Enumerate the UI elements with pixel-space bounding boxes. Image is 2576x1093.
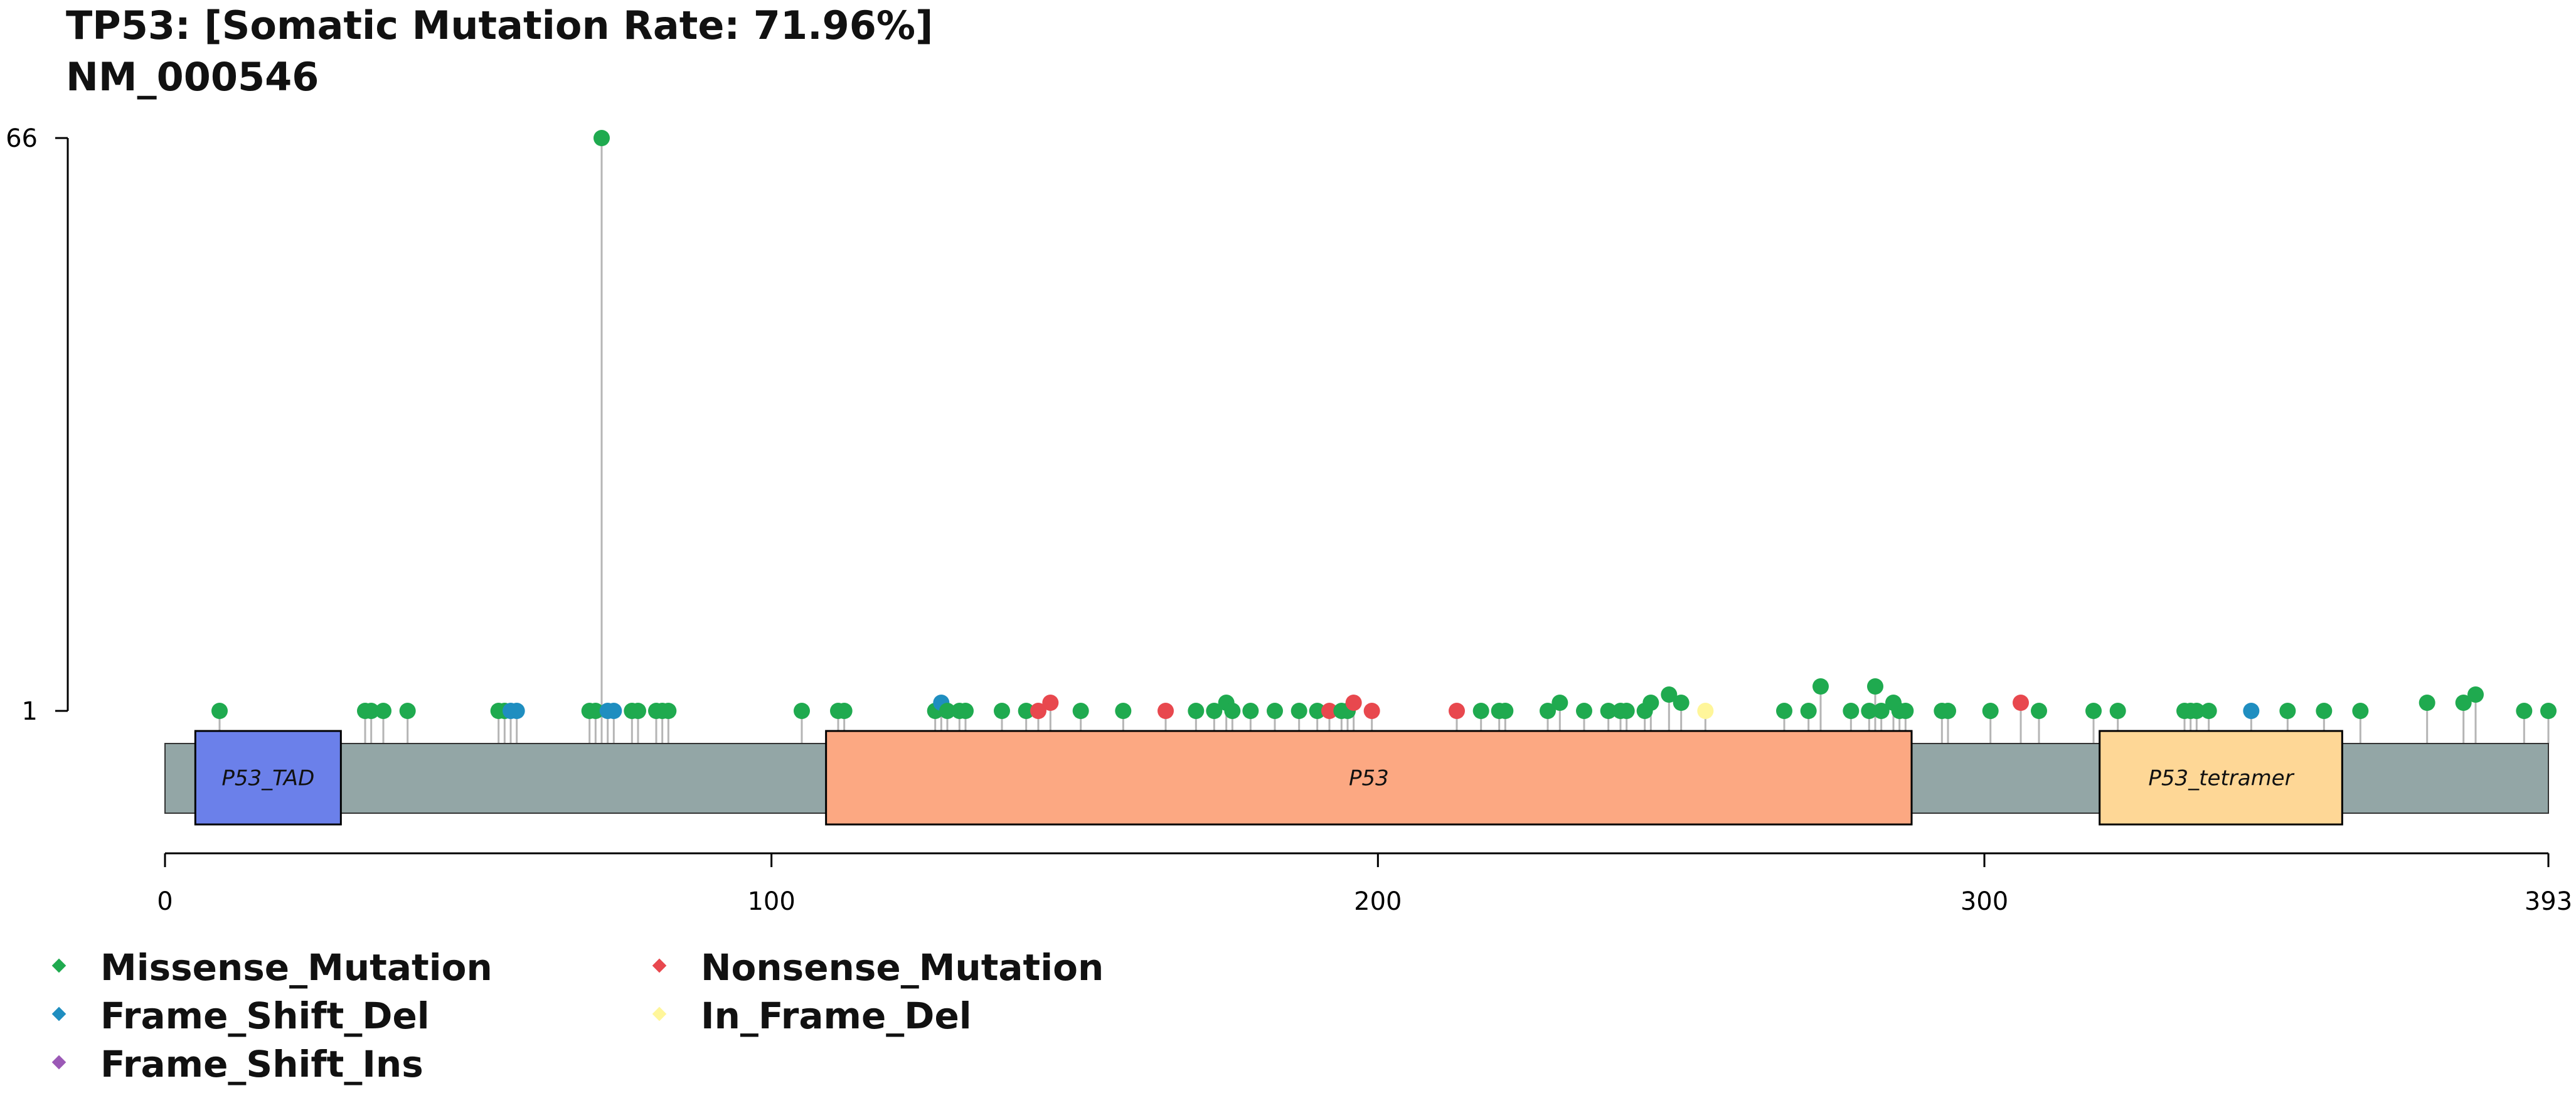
- mutation-point: [1291, 703, 1307, 719]
- domain-box: [2099, 730, 2343, 826]
- mutation-point: [1861, 703, 1878, 719]
- domain-box: [825, 730, 1913, 826]
- mutation-point: [1242, 703, 1259, 719]
- mutation-point: [1576, 703, 1592, 719]
- mutation-point: [1800, 703, 1817, 719]
- mutation-point: [605, 703, 622, 719]
- mutation-point: [2085, 703, 2102, 719]
- mutation-point: [593, 130, 610, 146]
- y-tick-label: 1: [22, 697, 38, 726]
- mutation-point: [630, 703, 646, 719]
- mutation-point: [2467, 686, 2484, 703]
- mutation-points: [211, 130, 2557, 719]
- mutation-point: [375, 703, 391, 719]
- mutation-point: [2031, 703, 2047, 719]
- mutation-point: [1540, 703, 1556, 719]
- mutation-point: [399, 703, 416, 719]
- mutation-point: [660, 703, 677, 719]
- mutation-point: [587, 703, 604, 719]
- mutation-point: [1776, 703, 1792, 719]
- legend-item: Frame_Shift_Del: [51, 998, 430, 1034]
- x-axis: 0 100 200 300 393: [157, 852, 2572, 916]
- mutation-stems: [218, 138, 2550, 744]
- mutation-point: [1642, 695, 1659, 711]
- mutation-point: [1673, 695, 1690, 711]
- mutation-point: [1843, 703, 1860, 719]
- legend-item: Missense_Mutation: [51, 946, 492, 989]
- domain-label: P53_TAD: [221, 766, 314, 791]
- x-tick-label: 100: [747, 887, 795, 916]
- mutation-point: [2243, 703, 2260, 719]
- legend-item: In_Frame_Del: [652, 998, 972, 1034]
- y-axis: 1 66: [6, 124, 69, 726]
- mutation-point: [1618, 703, 1635, 719]
- mutation-point: [1206, 703, 1223, 719]
- mutation-point: [1867, 678, 1883, 695]
- mutation-point: [2316, 703, 2333, 719]
- mutation-point: [2352, 703, 2369, 719]
- domain-label: P53_tetramer: [2148, 766, 2294, 791]
- legend-label: Nonsense_Mutation: [701, 946, 1104, 989]
- mutation-point: [939, 703, 955, 719]
- mutation-point: [2200, 703, 2217, 719]
- mutation-point: [1812, 678, 1829, 695]
- mutation-point: [794, 703, 810, 719]
- mutation-point: [1982, 703, 1999, 719]
- mutation-point: [1345, 695, 1362, 711]
- legend-label: Frame_Shift_Del: [100, 994, 430, 1037]
- mutation-point: [1309, 703, 1326, 719]
- mutation-point: [1873, 703, 1890, 719]
- y-tick-label: 66: [6, 124, 38, 153]
- mutation-point: [1115, 703, 1132, 719]
- mutation-point: [2516, 703, 2533, 719]
- mutation-point: [994, 703, 1010, 719]
- mutation-point: [1158, 703, 1174, 719]
- mutation-point: [1030, 703, 1046, 719]
- mutation-point: [2013, 695, 2029, 711]
- domain-label: P53: [1349, 766, 1389, 791]
- legend-item: Frame_Shift_Ins: [51, 1043, 423, 1085]
- mutation-point: [1897, 703, 1914, 719]
- legend-item: Nonsense_Mutation: [652, 946, 1104, 989]
- mutation-point: [1188, 703, 1205, 719]
- legend-label: Missense_Mutation: [100, 946, 492, 989]
- legend-label: In_Frame_Del: [701, 994, 972, 1037]
- mutation-point: [2540, 703, 2557, 719]
- domain-box: [194, 730, 342, 826]
- mutation-point: [1267, 703, 1283, 719]
- legend-label: Frame_Shift_Ins: [100, 1043, 423, 1085]
- mutation-point: [1940, 703, 1956, 719]
- mutation-point: [1661, 686, 1678, 703]
- mutation-point: [1551, 695, 1568, 711]
- mutation-point: [1072, 703, 1089, 719]
- mutation-point: [508, 703, 525, 719]
- mutation-point: [1472, 703, 1489, 719]
- x-tick-label: 0: [157, 887, 173, 916]
- mutation-point: [1449, 703, 1465, 719]
- x-tick-label: 300: [1961, 887, 2008, 916]
- chart-title: TP53: [Somatic Mutation Rate: 71.96%]: [66, 3, 934, 48]
- chart-subtitle: NM_000546: [66, 54, 319, 100]
- mutation-point: [2188, 703, 2205, 719]
- mutation-point: [1697, 703, 1714, 719]
- protein-backbone-layer: P53_TAD P53 P53_tetramer: [164, 730, 2549, 826]
- mutation-point: [1042, 695, 1059, 711]
- mutation-point: [1600, 703, 1617, 719]
- x-tick-label: 393: [2525, 887, 2572, 916]
- mutation-point: [2419, 695, 2435, 711]
- mutation-point: [836, 703, 853, 719]
- mutation-point: [957, 703, 974, 719]
- mutation-point: [1363, 703, 1380, 719]
- x-tick-label: 200: [1354, 887, 1402, 916]
- mutation-point: [2455, 695, 2472, 711]
- mutation-point: [211, 703, 228, 719]
- mutation-point: [2279, 703, 2296, 719]
- mutation-point: [1497, 703, 1514, 719]
- mutation-point: [363, 703, 380, 719]
- mutation-point: [2109, 703, 2126, 719]
- mutation-point: [1224, 703, 1241, 719]
- mutation-point: [1321, 703, 1338, 719]
- mutation-point: [1018, 703, 1035, 719]
